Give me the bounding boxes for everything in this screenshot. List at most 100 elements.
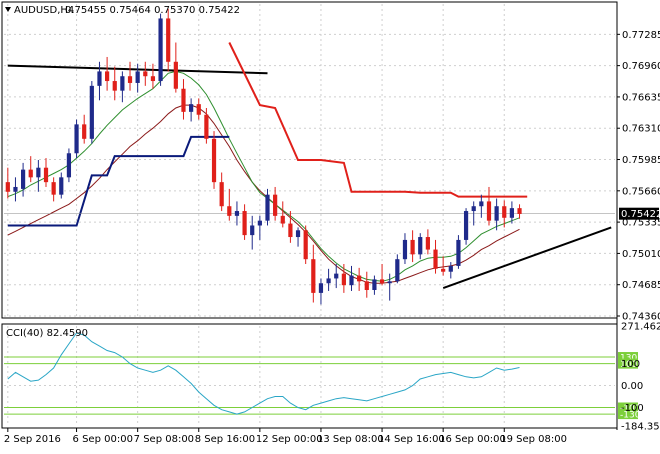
candle-body	[97, 71, 102, 86]
candle-body	[135, 71, 140, 83]
candle[interactable]	[158, 13, 163, 86]
candle[interactable]	[486, 186, 492, 226]
candle-body	[227, 206, 232, 216]
candle[interactable]	[471, 201, 476, 226]
candle[interactable]	[135, 63, 140, 93]
candle[interactable]	[20, 162, 26, 197]
ohlc-label: 0.75455 0.75464 0.75370 0.75422	[65, 5, 240, 16]
candle[interactable]	[97, 61, 102, 101]
candle[interactable]	[494, 198, 499, 231]
candle[interactable]	[280, 201, 285, 228]
candle-body	[303, 230, 308, 260]
candle[interactable]	[150, 63, 156, 89]
candle[interactable]	[257, 215, 262, 240]
candle[interactable]	[402, 233, 408, 264]
price-axis-label: 0.74685	[622, 280, 660, 291]
candle[interactable]	[51, 177, 56, 202]
candle[interactable]	[105, 56, 110, 91]
candle[interactable]	[43, 158, 49, 187]
candle[interactable]	[120, 71, 125, 103]
candle[interactable]	[242, 204, 247, 240]
candle[interactable]	[318, 278, 324, 305]
candle-body	[173, 61, 178, 89]
candle[interactable]	[28, 156, 33, 183]
candle[interactable]	[364, 271, 369, 298]
candle-body	[402, 239, 408, 260]
cci-level-tag	[618, 409, 638, 420]
candle[interactable]	[143, 61, 148, 86]
candle[interactable]	[59, 172, 64, 199]
candle[interactable]	[502, 200, 507, 228]
candle[interactable]	[509, 201, 514, 224]
candle[interactable]	[189, 98, 194, 122]
candle-body	[150, 76, 156, 82]
candle[interactable]	[265, 188, 270, 226]
candle[interactable]	[311, 244, 316, 303]
candle[interactable]	[13, 177, 18, 202]
candle[interactable]	[36, 160, 41, 192]
time-axis-label: 19 Sep 08:00	[500, 434, 567, 445]
candle[interactable]	[227, 188, 232, 221]
candle[interactable]	[387, 273, 392, 301]
candle[interactable]	[204, 108, 209, 144]
indicator-layer	[4, 42, 615, 415]
time-axis-label: 14 Sep 16:00	[378, 434, 445, 445]
candle[interactable]	[357, 267, 362, 291]
candle[interactable]	[166, 8, 171, 72]
candle[interactable]	[127, 61, 133, 91]
candle[interactable]	[74, 119, 79, 159]
candle[interactable]	[66, 148, 72, 183]
candle[interactable]	[479, 194, 484, 218]
candle-body	[219, 182, 224, 207]
candle[interactable]	[303, 225, 308, 264]
candle[interactable]	[5, 167, 10, 199]
candle[interactable]	[250, 215, 255, 250]
candle-body	[36, 167, 41, 178]
candle[interactable]	[211, 131, 217, 189]
candle[interactable]	[196, 98, 201, 120]
time-axis-label: 6 Sep 00:00	[73, 434, 133, 445]
cci-level-label: 130	[620, 354, 637, 364]
candle[interactable]	[89, 81, 94, 144]
candle[interactable]	[326, 268, 331, 291]
candle[interactable]	[425, 229, 430, 255]
time-axis-label: 16 Sep 00:00	[439, 434, 506, 445]
collapse-triangle-icon[interactable]	[5, 7, 11, 12]
candle[interactable]	[334, 264, 339, 289]
candle[interactable]	[288, 211, 293, 243]
current-price-label: 0.75422	[621, 209, 660, 220]
candle-body	[364, 281, 369, 290]
candle[interactable]	[181, 79, 186, 120]
candle-body	[471, 206, 476, 212]
candle-body	[395, 259, 400, 282]
candle-body	[82, 124, 87, 139]
candle[interactable]	[341, 264, 346, 293]
candle[interactable]	[372, 275, 377, 295]
candle-body	[166, 18, 171, 62]
candle[interactable]	[441, 256, 446, 276]
candle[interactable]	[463, 208, 469, 245]
candle[interactable]	[433, 239, 438, 274]
candles-layer[interactable]	[5, 8, 522, 305]
candle[interactable]	[456, 235, 461, 269]
candle[interactable]	[295, 227, 301, 247]
candle-body	[74, 124, 79, 154]
candle[interactable]	[517, 204, 522, 219]
candle[interactable]	[173, 42, 178, 93]
symbol-label: AUDUSD,H4	[14, 5, 74, 16]
candle-body	[181, 88, 186, 112]
candle[interactable]	[219, 172, 224, 212]
candle[interactable]	[395, 254, 400, 284]
axis-labels-layer: 0.77285 0.76960 0.76635 0.76310 0.75985 0.756…	[4, 30, 660, 445]
candle[interactable]	[349, 265, 354, 291]
candle[interactable]	[418, 233, 423, 260]
candle[interactable]	[410, 230, 415, 263]
candle[interactable]	[273, 186, 278, 221]
candle[interactable]	[379, 264, 385, 286]
candle[interactable]	[234, 201, 240, 226]
candle[interactable]	[82, 114, 87, 144]
candle[interactable]	[448, 262, 453, 279]
candle[interactable]	[112, 66, 117, 101]
